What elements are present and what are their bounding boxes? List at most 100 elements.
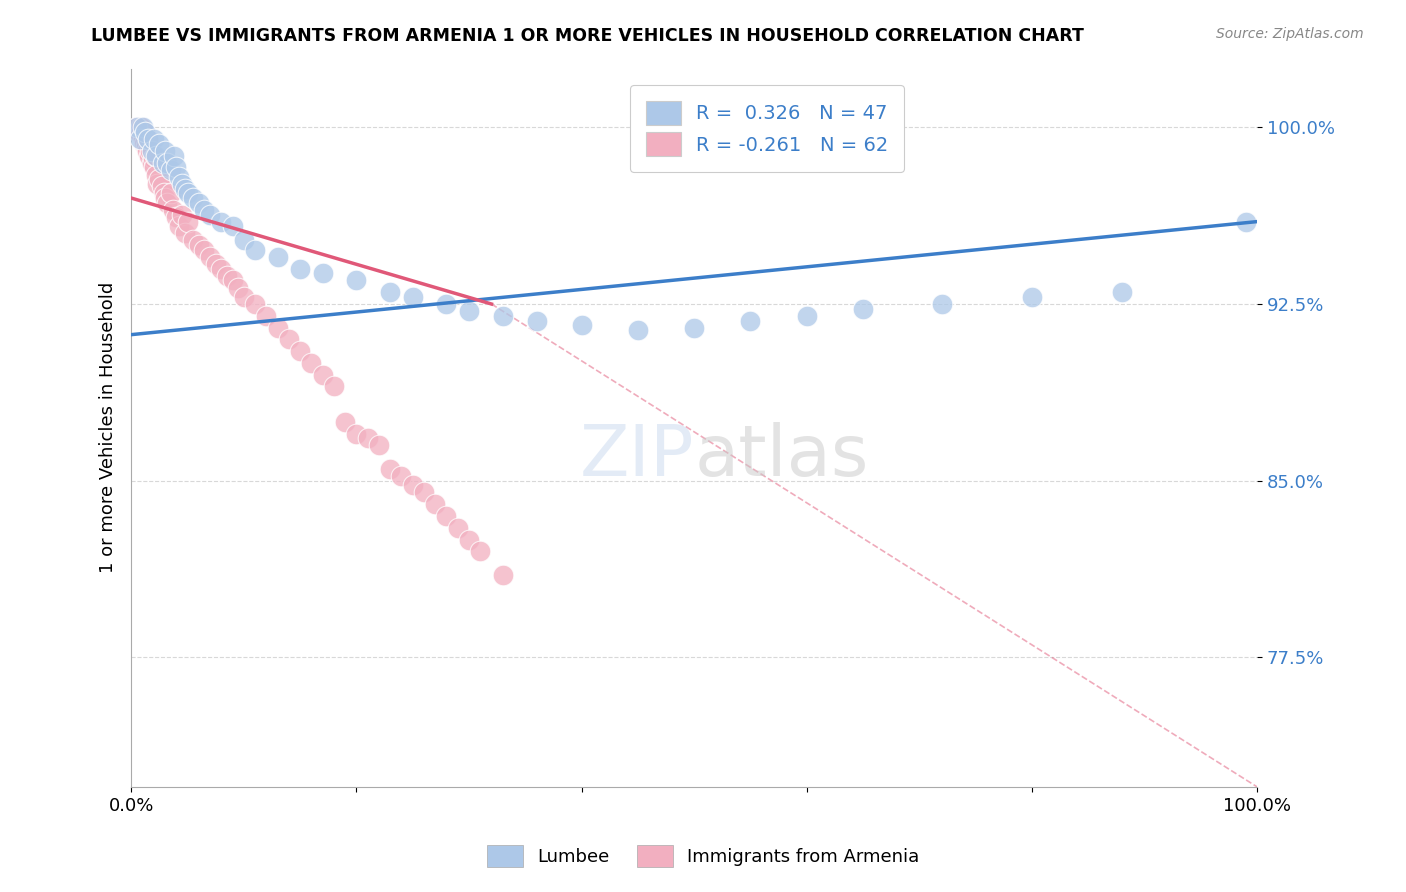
Point — [159, 186, 181, 201]
Point — [311, 368, 333, 382]
Point — [132, 136, 155, 151]
Point — [125, 120, 148, 135]
Point — [356, 431, 378, 445]
Point — [181, 234, 204, 248]
Point — [368, 438, 391, 452]
Point — [125, 120, 148, 135]
Point — [447, 521, 470, 535]
Point — [299, 356, 322, 370]
Point — [159, 162, 181, 177]
Point — [627, 323, 650, 337]
Point — [153, 144, 176, 158]
Point — [198, 208, 221, 222]
Point — [136, 144, 159, 158]
Point — [163, 149, 186, 163]
Point — [162, 202, 184, 217]
Point — [1234, 214, 1257, 228]
Point — [129, 132, 152, 146]
Point — [796, 309, 818, 323]
Point — [156, 195, 179, 210]
Point — [142, 132, 165, 146]
Point — [198, 250, 221, 264]
Point — [402, 478, 425, 492]
Point — [187, 195, 209, 210]
Point — [232, 234, 254, 248]
Point — [187, 238, 209, 252]
Point — [232, 290, 254, 304]
Point — [152, 155, 174, 169]
Point — [425, 497, 447, 511]
Point — [170, 208, 193, 222]
Point — [413, 485, 436, 500]
Point — [174, 181, 197, 195]
Point — [135, 139, 157, 153]
Point — [128, 125, 150, 139]
Point — [176, 186, 198, 201]
Point — [143, 149, 166, 163]
Point — [209, 214, 232, 228]
Point — [470, 544, 492, 558]
Point — [142, 161, 165, 175]
Point — [458, 533, 481, 547]
Point — [288, 261, 311, 276]
Point — [145, 168, 167, 182]
Point — [129, 128, 152, 142]
Point — [226, 280, 249, 294]
Point — [1111, 285, 1133, 300]
Point — [209, 261, 232, 276]
Point — [683, 320, 706, 334]
Point — [277, 332, 299, 346]
Point — [176, 214, 198, 228]
Point — [254, 309, 277, 323]
Point — [156, 155, 179, 169]
Point — [150, 179, 173, 194]
Point — [526, 313, 548, 327]
Point — [170, 177, 193, 191]
Point — [148, 136, 170, 151]
Point — [344, 273, 367, 287]
Point — [204, 257, 226, 271]
Point — [333, 415, 356, 429]
Point — [141, 144, 163, 158]
Text: atlas: atlas — [695, 422, 869, 491]
Point — [138, 149, 160, 163]
Point — [243, 243, 266, 257]
Point — [174, 227, 197, 241]
Point — [146, 177, 169, 191]
Point — [136, 132, 159, 146]
Point — [322, 379, 344, 393]
Point — [145, 149, 167, 163]
Point — [243, 297, 266, 311]
Point — [134, 125, 156, 139]
Point — [740, 313, 762, 327]
Point — [288, 344, 311, 359]
Point — [266, 320, 288, 334]
Point — [136, 132, 159, 146]
Point — [221, 219, 243, 234]
Point — [215, 268, 238, 283]
Point — [153, 186, 176, 201]
Point — [131, 120, 153, 135]
Point — [167, 219, 190, 234]
Legend: Lumbee, Immigrants from Armenia: Lumbee, Immigrants from Armenia — [479, 838, 927, 874]
Point — [148, 172, 170, 186]
Point — [1021, 290, 1043, 304]
Point — [165, 210, 187, 224]
Point — [436, 508, 458, 523]
Point — [931, 297, 953, 311]
Point — [153, 191, 176, 205]
Point — [311, 267, 333, 281]
Point — [380, 462, 402, 476]
Point — [436, 297, 458, 311]
Text: Source: ZipAtlas.com: Source: ZipAtlas.com — [1216, 27, 1364, 41]
Point — [344, 426, 367, 441]
Point — [134, 125, 156, 139]
Point — [380, 285, 402, 300]
Point — [492, 567, 515, 582]
Point — [193, 243, 215, 257]
Point — [141, 155, 163, 169]
Legend: R =  0.326   N = 47, R = -0.261   N = 62: R = 0.326 N = 47, R = -0.261 N = 62 — [630, 86, 904, 172]
Point — [571, 318, 593, 333]
Point — [852, 301, 875, 316]
Text: ZIP: ZIP — [579, 422, 695, 491]
